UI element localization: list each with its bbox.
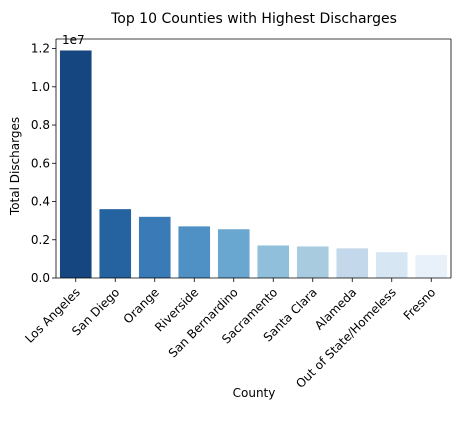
bar-1 — [59, 50, 92, 278]
x-tick-label-0: Los Angeles — [22, 285, 83, 346]
bar-4 — [178, 226, 211, 278]
bar-6 — [257, 245, 290, 278]
bar-7 — [296, 246, 329, 278]
y-tick-label-4: 0.8 — [31, 118, 50, 132]
x-tick-label-9: Fresno — [401, 285, 439, 323]
y-tick-label-6: 1.2 — [31, 42, 50, 56]
x-axis-label: County — [233, 386, 276, 400]
y-tick-label-2: 0.4 — [31, 195, 50, 209]
y-tick-label-1: 0.2 — [31, 233, 50, 247]
bar-8 — [336, 248, 369, 278]
chart-title: Top 10 Counties with Highest Discharges — [110, 11, 397, 27]
bar-10 — [415, 255, 448, 278]
y-axis-offset-text: 1e7 — [62, 33, 85, 47]
bar-2 — [99, 209, 132, 278]
x-tick-label-4: San Bernardino — [166, 285, 241, 360]
bar-3 — [138, 216, 171, 278]
bar-9 — [375, 252, 408, 278]
y-axis-label: Total Discharges — [8, 117, 22, 216]
y-tick-label-0: 0.0 — [31, 271, 50, 285]
bar-5 — [217, 229, 250, 278]
y-tick-label-3: 0.6 — [31, 156, 50, 170]
y-tick-label-5: 1.0 — [31, 80, 50, 94]
